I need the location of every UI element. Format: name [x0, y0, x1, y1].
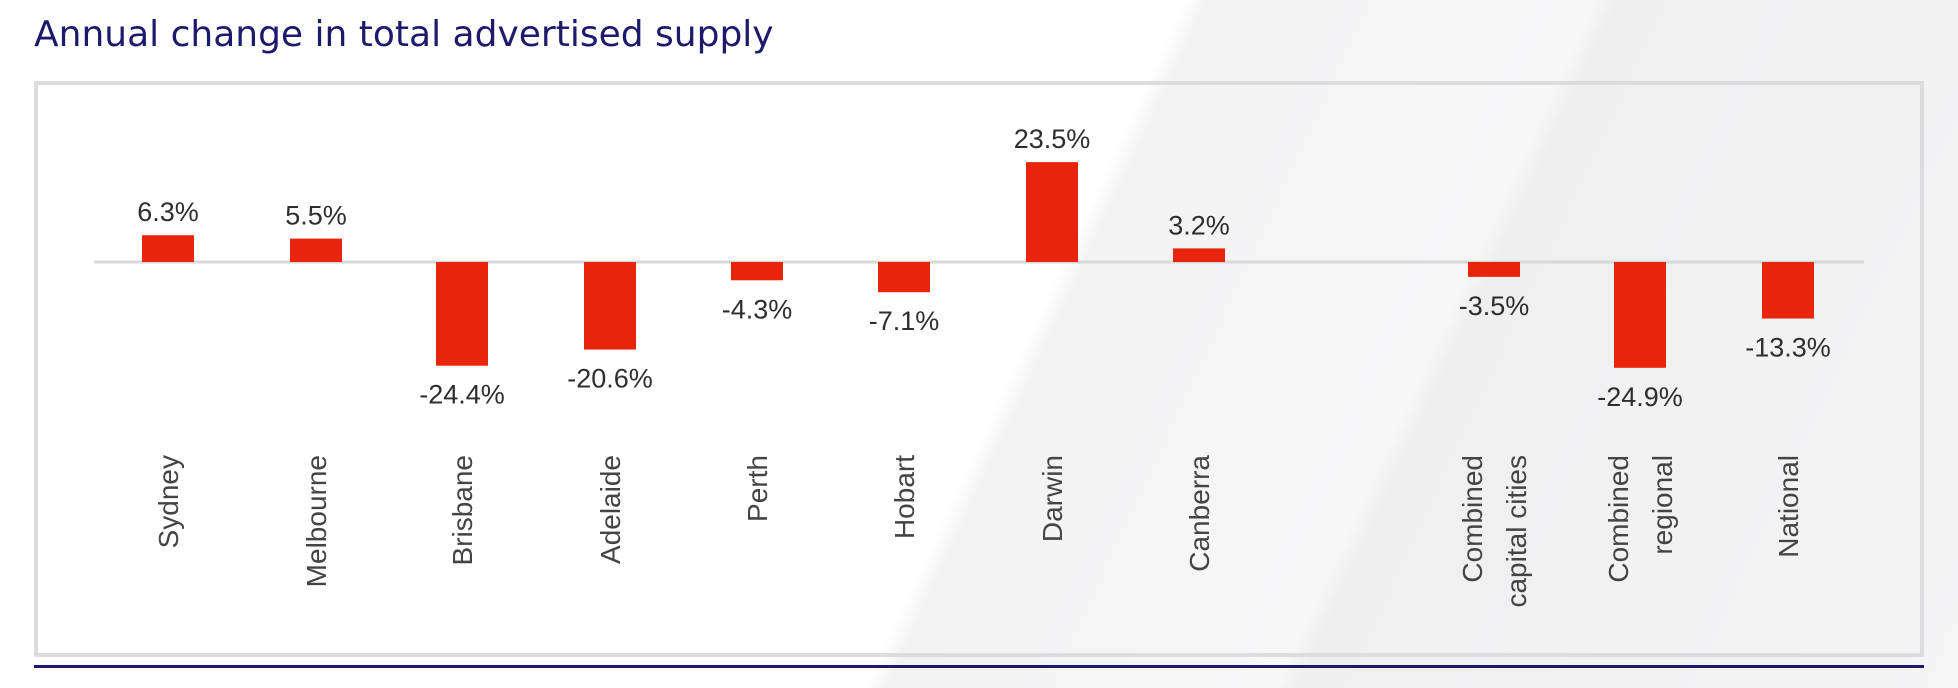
- category-label-line: Hobart: [889, 455, 920, 539]
- bar: [290, 238, 342, 262]
- category-label-line: capital cities: [1501, 455, 1532, 608]
- category-label: Perth: [742, 455, 773, 522]
- value-label: -24.9%: [1597, 382, 1683, 412]
- value-label: -3.5%: [1459, 291, 1530, 321]
- bar: [878, 262, 930, 293]
- category-label-line: Sydney: [153, 455, 184, 548]
- category-label: Sydney: [153, 455, 184, 548]
- category-label-line: Combined: [1603, 455, 1634, 583]
- category-label: National: [1773, 455, 1804, 558]
- category-labels-group: Sydney Melbourne Brisbane Adelaide Perth Hoba…: [153, 455, 1804, 608]
- category-label-line: Perth: [742, 455, 773, 522]
- category-label: Combined capital cities: [1457, 455, 1532, 608]
- value-label: 23.5%: [1014, 124, 1091, 154]
- bar: [436, 262, 488, 366]
- category-label-line: Adelaide: [595, 455, 626, 564]
- bar: [1173, 248, 1225, 262]
- chart-frame: [34, 81, 1924, 657]
- category-label-line: Darwin: [1037, 455, 1068, 542]
- value-label: -13.3%: [1745, 333, 1831, 363]
- bar: [1762, 262, 1814, 319]
- bars-group: [142, 162, 1814, 368]
- bar: [142, 235, 194, 262]
- bar: [1468, 262, 1520, 277]
- category-label: Melbourne: [301, 455, 332, 587]
- bar: [1026, 162, 1078, 262]
- value-label: -24.4%: [419, 380, 505, 410]
- bar: [1614, 262, 1666, 368]
- value-label: 6.3%: [137, 197, 199, 227]
- category-label-line: Combined: [1457, 455, 1488, 583]
- value-label: 3.2%: [1168, 210, 1230, 240]
- category-label-line: Melbourne: [301, 455, 332, 587]
- bar: [731, 262, 783, 281]
- bottom-rule: [34, 665, 1924, 668]
- value-label: -7.1%: [869, 306, 940, 336]
- category-label-line: regional: [1647, 455, 1678, 555]
- bar: [584, 262, 636, 350]
- category-label-line: Brisbane: [447, 455, 478, 566]
- value-label: -4.3%: [722, 294, 793, 324]
- category-label-line: Canberra: [1184, 455, 1215, 572]
- category-label: Darwin: [1037, 455, 1068, 542]
- value-labels-group: 6.3% 5.5% -24.4% -20.6% -4.3% -7.1% 23.5% 3.2% -…: [137, 124, 1831, 412]
- category-label: Canberra: [1184, 455, 1215, 572]
- category-label: Adelaide: [595, 455, 626, 564]
- category-label: Hobart: [889, 455, 920, 539]
- category-label: Brisbane: [447, 455, 478, 566]
- value-label: -20.6%: [567, 364, 653, 394]
- value-label: 5.5%: [285, 201, 347, 231]
- chart-title: Annual change in total advertised supply: [34, 14, 774, 55]
- category-label: Combined regional: [1603, 455, 1678, 583]
- category-label-line: National: [1773, 455, 1804, 558]
